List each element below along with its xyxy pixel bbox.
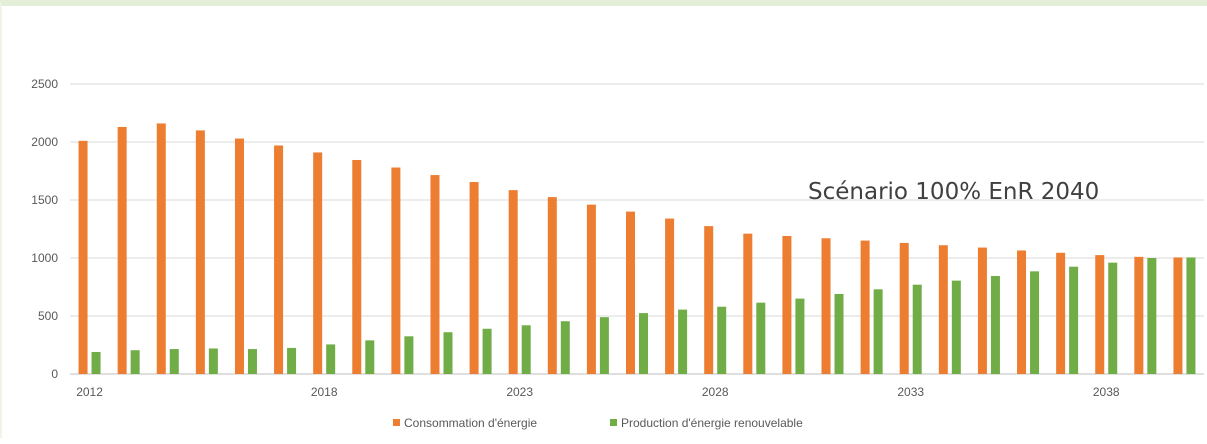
y-tick-label: 500 bbox=[38, 309, 58, 323]
bar-production-2024 bbox=[560, 321, 570, 374]
x-tick-label: 2028 bbox=[702, 385, 729, 399]
bar-consommation-2029 bbox=[743, 233, 753, 374]
bar-production-2030 bbox=[795, 298, 805, 374]
energy-chart: 0 500 1000 1500 2000 2500 2012 2018 2023 2028 203… bbox=[31, 77, 1204, 430]
bar-consommation-2024 bbox=[547, 197, 557, 374]
bar-production-2021 bbox=[443, 332, 453, 374]
bar-production-2035 bbox=[990, 275, 1000, 374]
legend-label-consommation: Consommation d'énergie bbox=[404, 416, 537, 430]
bar-consommation-2017 bbox=[274, 145, 284, 374]
y-tick-label: 2500 bbox=[31, 77, 58, 91]
bar-production-2022 bbox=[482, 328, 492, 374]
bar-consommation-2016 bbox=[234, 138, 244, 374]
bar-production-2019 bbox=[365, 340, 375, 374]
bar-consommation-2035 bbox=[977, 247, 987, 374]
x-tick-label: 2033 bbox=[897, 385, 924, 399]
bar-consommation-2023 bbox=[508, 190, 518, 374]
bar-consommation-2038 bbox=[1095, 255, 1105, 374]
x-tick-label: 2018 bbox=[311, 385, 338, 399]
bar-production-2039 bbox=[1147, 258, 1157, 374]
bar-production-2033 bbox=[912, 284, 922, 374]
bar-consommation-2039 bbox=[1134, 256, 1144, 374]
bar-production-2029 bbox=[756, 302, 766, 374]
gridlines bbox=[70, 83, 1204, 375]
y-tick-label: 1000 bbox=[31, 251, 58, 265]
bar-consommation-2012 bbox=[78, 140, 88, 374]
x-tick-label: 2012 bbox=[76, 385, 103, 399]
bar-production-2025 bbox=[599, 317, 609, 374]
y-tick-label: 1500 bbox=[31, 193, 58, 207]
scenario-annotation: Scénario 100% EnR 2040 bbox=[808, 179, 1099, 205]
bar-consommation-2037 bbox=[1056, 252, 1066, 374]
x-tick-label: 2038 bbox=[1093, 385, 1120, 399]
y-tick-label: 0 bbox=[51, 367, 58, 381]
legend-swatch-consommation bbox=[393, 419, 400, 426]
bar-consommation-2026 bbox=[626, 211, 635, 374]
legend-label-production: Production d'énergie renouvelable bbox=[621, 416, 803, 430]
bar-production-2032 bbox=[873, 289, 883, 374]
legend: Consommation d'énergie Production d'éner… bbox=[393, 416, 803, 430]
bar-production-2037 bbox=[1069, 266, 1079, 374]
bar-production-2015 bbox=[208, 348, 218, 374]
bar-production-2014 bbox=[169, 349, 179, 374]
bar-consommation-2013 bbox=[117, 126, 127, 374]
bar-production-2023 bbox=[521, 325, 531, 374]
bar-consommation-2033 bbox=[899, 242, 909, 374]
bar-production-2027 bbox=[678, 309, 688, 374]
bar-production-2018 bbox=[326, 344, 336, 374]
x-axis-ticks: 2012 2018 2023 2028 2033 2038 bbox=[76, 385, 1120, 399]
bar-production-2028 bbox=[717, 306, 727, 374]
bar-consommation-2015 bbox=[195, 130, 205, 374]
bar-production-2012 bbox=[91, 351, 101, 374]
bar-consommation-2014 bbox=[156, 123, 166, 374]
bar-consommation-2018 bbox=[313, 152, 323, 374]
bar-consommation-2022 bbox=[469, 182, 479, 374]
bar-consommation-2030 bbox=[782, 235, 792, 374]
bar-production-2016 bbox=[247, 349, 257, 374]
bar-consommation-2021 bbox=[430, 175, 440, 374]
bar-production-2026 bbox=[639, 313, 648, 374]
bar-production-2038 bbox=[1108, 262, 1118, 374]
bar-consommation-2025 bbox=[586, 204, 596, 374]
bar-production-2040 bbox=[1186, 257, 1196, 374]
bar-production-2034 bbox=[951, 280, 961, 374]
bar-consommation-2034 bbox=[938, 245, 948, 374]
x-tick-label: 2023 bbox=[506, 385, 533, 399]
legend-swatch-production bbox=[610, 419, 617, 426]
bar-production-2031 bbox=[834, 293, 844, 374]
bar-consommation-2040 bbox=[1173, 257, 1183, 374]
y-tick-label: 2000 bbox=[31, 135, 58, 149]
bar-production-2020 bbox=[404, 336, 414, 374]
y-axis-ticks: 0 500 1000 1500 2000 2500 bbox=[31, 77, 58, 381]
bar-production-2017 bbox=[287, 347, 297, 374]
bar-production-2036 bbox=[1030, 271, 1040, 374]
bar-production-2013 bbox=[130, 350, 140, 374]
bar-consommation-2020 bbox=[391, 167, 401, 374]
bar-consommation-2032 bbox=[860, 240, 870, 374]
bars bbox=[78, 123, 1196, 374]
bar-consommation-2036 bbox=[1017, 250, 1027, 374]
bar-consommation-2031 bbox=[821, 238, 831, 374]
bar-consommation-2019 bbox=[352, 159, 362, 374]
bar-consommation-2027 bbox=[665, 218, 675, 374]
bar-consommation-2028 bbox=[704, 226, 714, 374]
